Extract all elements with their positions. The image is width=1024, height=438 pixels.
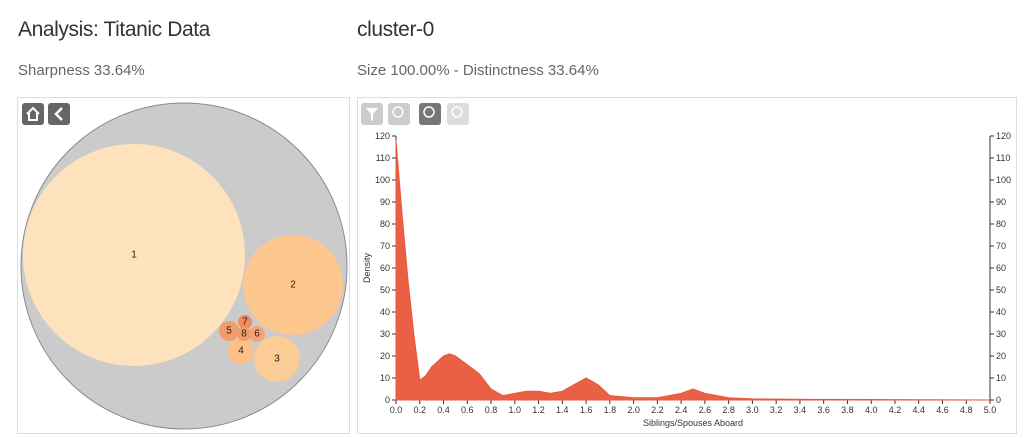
x-tick-label: 3.4 xyxy=(794,405,807,415)
y2-tick-label: 10 xyxy=(996,373,1006,383)
zoom-out-button[interactable] xyxy=(447,103,469,125)
x-tick-label: 2.8 xyxy=(722,405,735,415)
node-label: 3 xyxy=(274,354,280,365)
x-tick-label: 2.2 xyxy=(651,405,664,415)
y-tick-label: 110 xyxy=(376,153,390,163)
circle-pack: 1 2 3 4 5 6 7 8 xyxy=(20,102,348,430)
x-tick-label: 4.6 xyxy=(936,405,949,415)
node-label: 7 xyxy=(242,317,248,328)
y2-tick-label: 110 xyxy=(996,153,1010,163)
y2-tick-label: 70 xyxy=(996,241,1006,251)
y-tick-label: 60 xyxy=(380,263,390,273)
x-tick-label: 1.2 xyxy=(532,405,545,415)
y2-tick-label: 80 xyxy=(996,219,1006,229)
node-circle[interactable] xyxy=(249,326,265,342)
y-tick-label: 50 xyxy=(380,285,390,295)
y2-tick-label: 120 xyxy=(996,131,1011,141)
zoom-in-x-button[interactable] xyxy=(388,103,410,125)
zoom-icon xyxy=(423,106,435,118)
x-tick-label: 3.8 xyxy=(841,405,854,415)
y2-tick-label: 60 xyxy=(996,263,1006,273)
y2-tick-label: 40 xyxy=(996,307,1006,317)
y2-tick-label: 30 xyxy=(996,329,1006,339)
cluster-panel: 1 2 3 4 5 6 7 8 xyxy=(17,97,350,434)
x-tick-label: 0.6 xyxy=(461,405,474,415)
y-tick-label: 20 xyxy=(380,351,390,361)
home-icon xyxy=(26,106,40,121)
y2-tick-label: 0 xyxy=(996,395,1001,405)
node-circle[interactable] xyxy=(243,235,343,335)
node-label: 5 xyxy=(226,326,232,337)
x-tick-label: 1.8 xyxy=(604,405,617,415)
node-label: 2 xyxy=(290,280,296,291)
x-tick-label: 4.2 xyxy=(889,405,902,415)
back-button[interactable] xyxy=(48,103,70,125)
x-tick-label: 3.6 xyxy=(817,405,830,415)
y-tick-label: 0 xyxy=(385,395,390,405)
x-tick-label: 2.4 xyxy=(675,405,688,415)
node-circle[interactable] xyxy=(219,321,239,341)
node-label: 4 xyxy=(238,346,244,357)
sharpness: Sharpness 33.64% xyxy=(18,62,145,79)
x-axis-label: Siblings/Spouses Aboard xyxy=(643,418,743,428)
x-tick-label: 4.0 xyxy=(865,405,878,415)
x-tick-label: 0.8 xyxy=(485,405,498,415)
y2-tick-label: 50 xyxy=(996,285,1006,295)
y-tick-label: 10 xyxy=(380,373,390,383)
y-tick-label: 100 xyxy=(375,175,390,185)
x-tick-label: 3.0 xyxy=(746,405,759,415)
y-tick-label: 120 xyxy=(375,131,390,141)
y-tick-label: 70 xyxy=(380,241,390,251)
x-tick-label: 0.2 xyxy=(414,405,427,415)
x-tick-label: 4.4 xyxy=(912,405,925,415)
cluster-title: cluster-0 xyxy=(357,18,434,41)
x-tick-label: 0.4 xyxy=(437,405,450,415)
node-circle[interactable] xyxy=(23,144,245,366)
y-axis-label: Density xyxy=(362,252,372,283)
back-icon xyxy=(54,107,63,121)
y-tick-label: 40 xyxy=(380,307,390,317)
density-area xyxy=(395,140,991,401)
x-tick-label: 4.8 xyxy=(960,405,973,415)
x-tick-label: 2.0 xyxy=(627,405,640,415)
x-tick-label: 1.6 xyxy=(580,405,593,415)
zoom-icon xyxy=(451,106,463,118)
x-tick-label: 1.4 xyxy=(556,405,569,415)
x-tick-label: 2.6 xyxy=(699,405,712,415)
node-circle[interactable] xyxy=(228,338,254,364)
node-label: 6 xyxy=(254,329,260,340)
cluster-stats: Size 100.00% - Distinctness 33.64% xyxy=(357,62,599,79)
y-tick-label: 90 xyxy=(380,197,390,207)
analysis-title: Analysis: Titanic Data xyxy=(18,18,210,41)
x-tick-label: 3.2 xyxy=(770,405,783,415)
y2-tick-label: 100 xyxy=(996,175,1011,185)
zoom-in-button[interactable] xyxy=(419,103,441,125)
x-tick-label: 1.0 xyxy=(509,405,522,415)
node-circle[interactable] xyxy=(237,327,251,341)
x-tick-label: 0.0 xyxy=(390,405,403,415)
zoom-icon xyxy=(392,106,404,118)
chart-panel xyxy=(357,97,1017,434)
node-circle[interactable] xyxy=(254,336,300,382)
y2-tick-label: 90 xyxy=(996,197,1006,207)
node-circle[interactable] xyxy=(238,315,252,329)
filter-icon xyxy=(366,108,378,121)
node-label: 8 xyxy=(241,329,247,340)
x-tick-label: 5.0 xyxy=(984,405,997,415)
y2-tick-label: 20 xyxy=(996,351,1006,361)
y-tick-label: 30 xyxy=(380,329,390,339)
home-button[interactable] xyxy=(22,103,44,125)
y-tick-label: 80 xyxy=(380,219,390,229)
node-label: 1 xyxy=(131,250,137,261)
